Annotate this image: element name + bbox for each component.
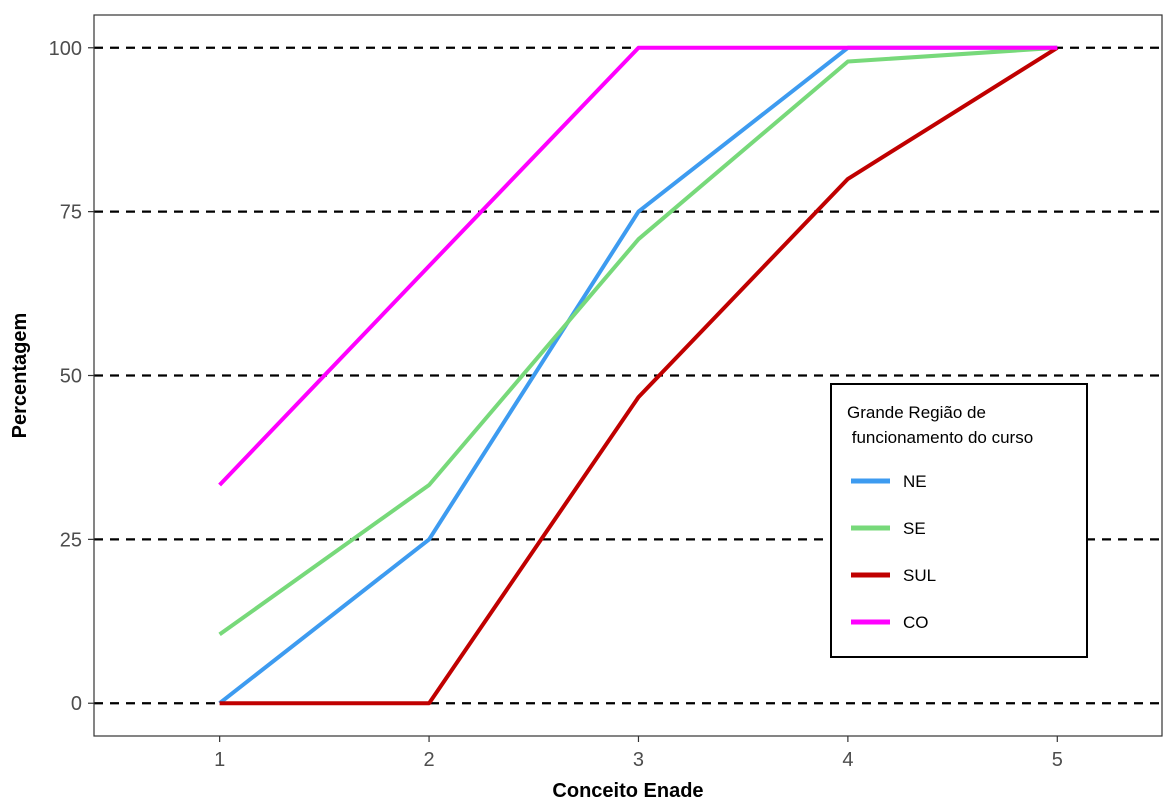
y-axis-title: Percentagem — [9, 313, 31, 439]
series-line-sul — [219, 46, 1059, 706]
legend: Grande Região de funcionamento do curso … — [830, 383, 1088, 658]
y-tick-label: 50 — [60, 366, 82, 388]
x-tick-label: 4 — [842, 749, 853, 771]
y-axis: 0 25 50 75 100 — [49, 38, 94, 715]
legend-label-sul: SUL — [903, 566, 936, 585]
x-tick-label: 3 — [633, 749, 644, 771]
x-tick-label: 2 — [423, 749, 434, 771]
legend-items: NE SE SUL CO — [851, 472, 936, 632]
legend-label-co: CO — [903, 613, 929, 632]
legend-label-ne: NE — [903, 472, 927, 491]
series-line-co — [218, 45, 1058, 487]
y-tick-label: 25 — [60, 529, 82, 551]
x-tick-label: 1 — [214, 749, 225, 771]
x-axis: 1 2 3 4 5 — [214, 736, 1063, 771]
series-line-se — [218, 45, 1058, 637]
legend-title-line-2: funcionamento do curso — [847, 428, 1033, 447]
x-axis-title: Conceito Enade — [552, 780, 703, 802]
series-group — [218, 45, 1059, 706]
y-tick-label: 75 — [60, 202, 82, 224]
y-tick-label: 100 — [49, 38, 82, 60]
legend-box — [830, 383, 1088, 658]
legend-label-se: SE — [903, 519, 926, 538]
x-tick-label: 5 — [1052, 749, 1063, 771]
y-tick-label: 0 — [71, 693, 82, 715]
legend-title: Grande Região de — [847, 403, 986, 422]
